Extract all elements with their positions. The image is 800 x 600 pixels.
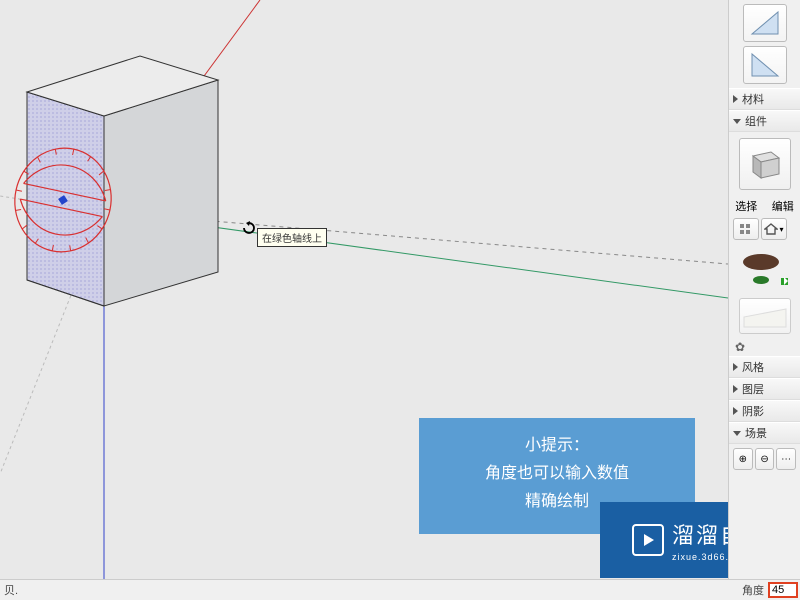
sample-tree-thumbnail[interactable]: [739, 248, 791, 292]
chevron-right-icon: [733, 95, 738, 103]
style-thumb-1[interactable]: [743, 4, 787, 42]
style-thumb-2[interactable]: [743, 46, 787, 84]
angle-label: 角度: [738, 582, 768, 598]
scene-options-icon[interactable]: ⋯: [776, 448, 796, 470]
panel-header-components[interactable]: 组件: [729, 110, 800, 132]
status-bar: 贝. 角度 45: [0, 579, 800, 600]
toolbar-items-icon[interactable]: [733, 218, 759, 240]
status-left-text: 贝.: [0, 582, 738, 598]
chevron-right-icon: [733, 363, 738, 371]
panel-label: 组件: [745, 113, 767, 129]
tab-edit[interactable]: 编辑: [772, 198, 794, 214]
panel-label: 风格: [742, 359, 764, 375]
scene-remove-icon[interactable]: ⊖: [755, 448, 775, 470]
panel-label: 材料: [742, 91, 764, 107]
chevron-down-icon: [733, 431, 741, 436]
rotate-cursor-icon: [242, 221, 256, 235]
chevron-down-icon: [733, 119, 741, 124]
angle-input[interactable]: 45: [768, 582, 798, 598]
tab-select[interactable]: 选择: [735, 198, 757, 214]
scene-add-icon[interactable]: ⊕: [733, 448, 753, 470]
panel-label: 阴影: [742, 403, 764, 419]
panel-label: 场景: [745, 425, 767, 441]
right-panel-rail: 材料 组件 选择 编辑 ▾ ✿: [728, 0, 800, 580]
axis-tooltip: 在绿色轴线上: [257, 228, 327, 247]
panel-header-scenes[interactable]: 场景: [729, 422, 800, 444]
chevron-right-icon: [733, 407, 738, 415]
toolbar-home-icon[interactable]: ▾: [761, 218, 787, 240]
settings-gear-icon[interactable]: ✿: [729, 338, 800, 356]
panel-header-materials[interactable]: 材料: [729, 88, 800, 110]
component-thumbnail[interactable]: [739, 138, 791, 190]
preview-thumbnail[interactable]: [739, 298, 791, 334]
play-icon: [632, 524, 664, 556]
panel-header-layers[interactable]: 图层: [729, 378, 800, 400]
panel-header-styles[interactable]: 风格: [729, 356, 800, 378]
select-edit-tabs: 选择 编辑: [729, 196, 800, 216]
hint-line1: 角度也可以输入数值: [439, 460, 675, 488]
panel-header-shadows[interactable]: 阴影: [729, 400, 800, 422]
hint-title: 小提示：: [439, 432, 675, 460]
panel-label: 图层: [742, 381, 764, 397]
chevron-right-icon: [733, 385, 738, 393]
